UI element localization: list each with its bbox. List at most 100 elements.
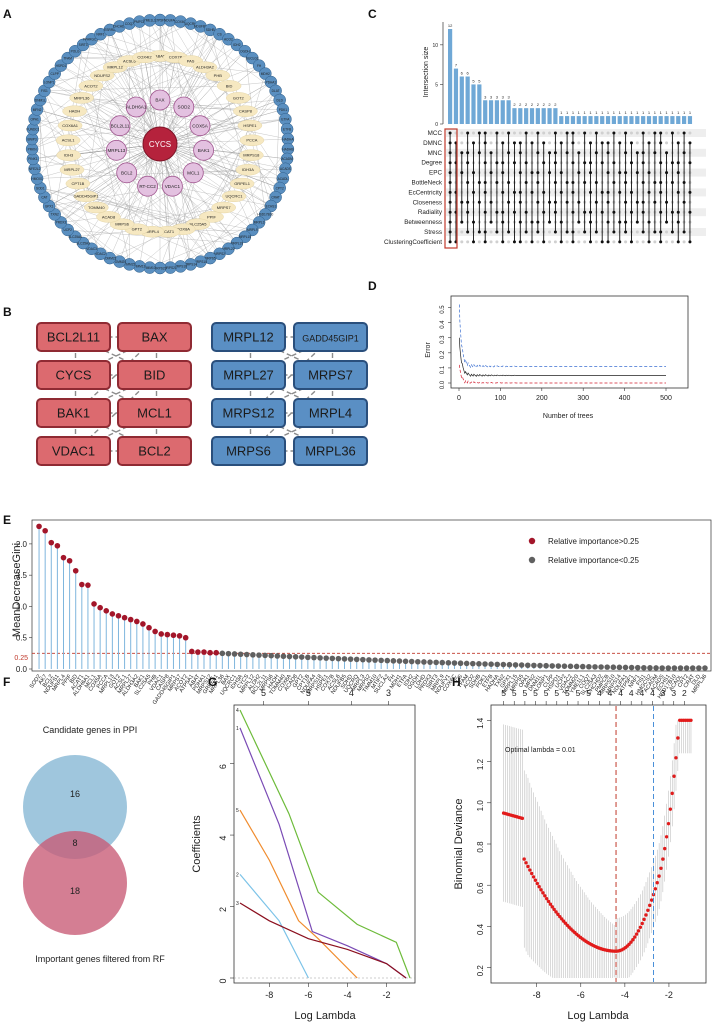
middle-node [96,211,121,223]
upset-highlight-box [444,128,458,249]
gini-point [176,633,183,639]
hub-node-label: MRPS12 [222,406,274,421]
upset-dot [641,240,645,244]
upset-bar [594,116,599,124]
outer-node-label: HMOX1 [31,177,43,181]
lasso-path-id: 3 [236,901,239,907]
middle-node [59,164,85,176]
upset-bar [682,116,687,124]
middle-node [237,119,263,132]
upset-bar [652,116,657,124]
gini-point [470,660,476,667]
outer-node-label: PMPCB [134,20,145,24]
cv-point [556,912,560,917]
middle-node [221,190,247,203]
lasso-y-tick-label: 2 [218,907,228,912]
upset-bar-label: 2 [513,102,516,107]
middle-node-label: MRPS7 [217,205,232,210]
upset-dot [665,240,669,244]
cv-point [634,932,639,936]
network-edge [32,67,205,130]
upset-y-tick-label: 5 [435,82,438,88]
gini-point [286,653,293,660]
upset-bar [611,116,616,124]
cv-top-tick-label: 5 [554,688,559,698]
upset-bar [635,116,640,124]
gini-point [280,653,287,660]
gini-point [616,664,623,671]
gini-point [231,651,238,657]
cv-point [646,908,650,913]
network-edge [44,143,161,198]
cv-point [545,896,549,901]
upset-bar-label: 1 [636,110,639,115]
upset-bar [524,108,529,124]
panel-label-d: D [368,279,377,293]
outer-node-label: LONP1 [44,80,55,84]
gini-point [408,658,415,665]
upset-bar-label: 3 [502,94,505,99]
middle-node-label: UQCRC1 [226,194,244,199]
gini-gene-label: FIS1 [636,674,648,687]
network-edge [44,197,171,268]
hub-node-box [293,398,368,428]
upset-dot [618,131,622,135]
upset-set-label: BottleNeck [412,180,443,187]
upset-dot [688,131,692,135]
center-node-label: CYCS [149,140,171,149]
outer-node-label: NDUFB8 [194,25,207,29]
upset-dot [565,240,569,244]
upset-dot [559,131,563,135]
rf-x-tick-label: 300 [577,395,589,402]
middle-node-label: ABAT [155,53,166,58]
upset-dot [460,131,464,135]
upset-dot [647,131,651,135]
cv-point [672,774,676,778]
gini-point [482,661,488,667]
upset-bar-label: 1 [642,110,645,115]
legend-marker-low [528,556,536,564]
middle-node-label: PAS [187,58,195,63]
outer-node-label: PRDX3 [56,221,67,225]
panel-h: H -8 -6 -4 -20.20.40.60.81.01.21.45 5 5 5 5 5 5 5 5… [452,675,707,1022]
cv-point [659,866,663,870]
gini-point [665,665,672,671]
outer-node-label: PRKN [28,147,38,151]
gini-y-tick-label: 2.0 [16,540,28,549]
gini-point [524,662,531,669]
network-edge [159,143,276,198]
inner-node-label: RT-CC2 [139,184,156,189]
gini-point [488,661,494,667]
outer-node-label: COX6C [175,20,187,24]
cv-ylabel: Binomial Deviance [453,798,465,889]
outer-node-label: SUCLG1 [246,56,259,60]
network-edge [159,143,211,259]
outer-node-label: PDK1 [279,108,288,112]
inner-node-label: VDAC1 [165,184,181,189]
venn-count-overlap: 8 [72,838,77,848]
outer-node-label: HADHB [282,147,293,151]
panel-label-c: C [368,7,377,21]
outer-node-label: CRAT [271,196,279,200]
middle-node-label: COX8A [176,227,190,232]
upset-dot [489,141,493,145]
upset-bar-label: 1 [630,110,633,115]
upset-bar-label: 2 [548,102,551,107]
lasso-path-id: 2 [236,872,239,878]
upset-bar [565,116,570,124]
upset-bar [641,116,646,124]
hub-node-label: BCL2 [138,444,171,459]
hub-node-box [211,436,286,466]
cv-point [631,938,635,942]
upset-bar-label: 1 [584,110,587,115]
network-edge [36,109,153,232]
upset-bar [570,116,576,124]
upset-bar [471,84,476,124]
cv-point [543,894,547,898]
gini-point [702,665,708,671]
gini-point [549,663,556,669]
outer-node-label: CHCHD2 [113,25,127,29]
network-edge [34,119,161,145]
upset-bar-label: 2 [554,102,557,107]
outer-node-label: SOD1 [36,186,45,190]
